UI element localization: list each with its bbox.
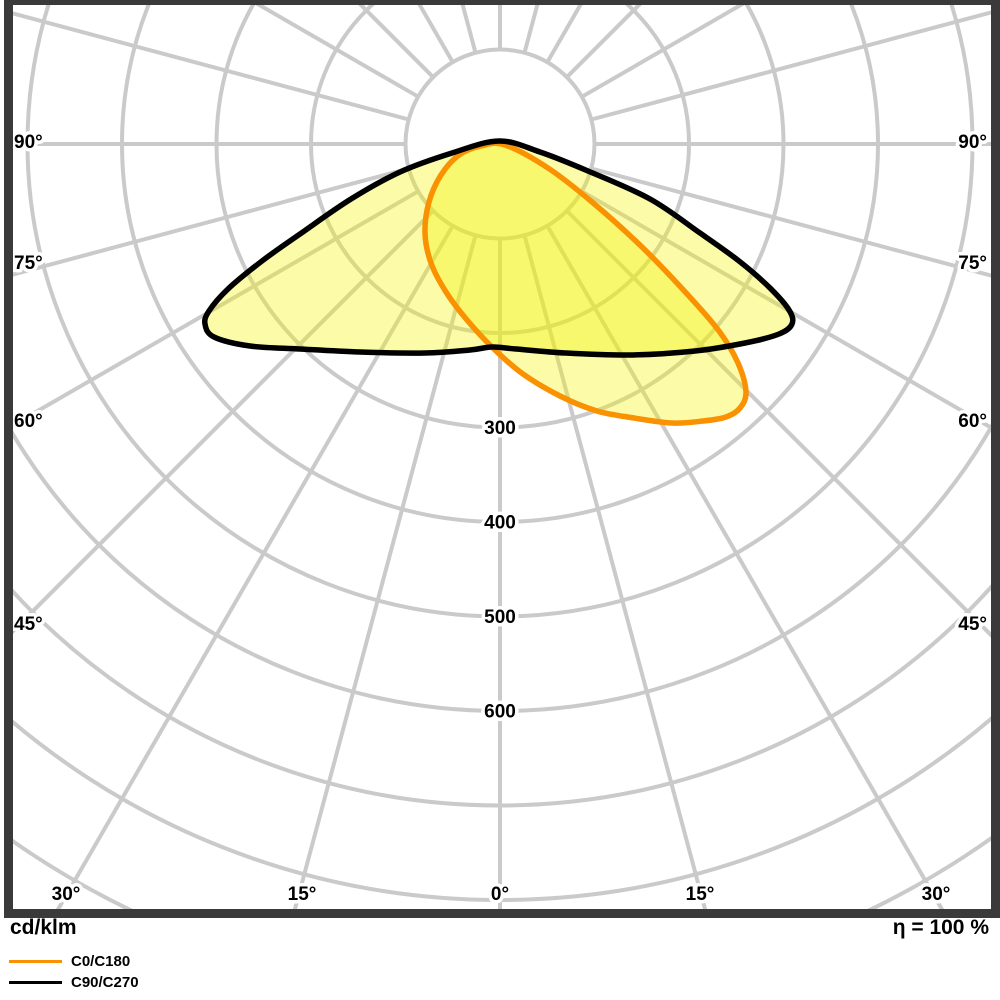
- legend-label-c0-c180: C0/C180: [71, 953, 131, 970]
- legend-item-c0-c180: C0/C180: [9, 953, 139, 970]
- gamma-angle-label-bottom: 30°: [922, 884, 951, 905]
- grid-spoke-165deg: [522, 5, 540, 54]
- grid-spoke-30deg: [545, 224, 945, 910]
- curve-c0-c180: [422, 140, 749, 426]
- grid-spoke-15deg: [522, 234, 708, 910]
- gamma-angle-label-left: 45°: [14, 614, 43, 635]
- gamma-angle-label-bottom: 15°: [686, 884, 715, 905]
- gamma-angle-label-bottom: 0°: [491, 884, 509, 905]
- lobe-fill-c90-c270: [204, 140, 793, 356]
- legend-label-c90-c270: C90/C270: [71, 974, 139, 991]
- grid-spoke-135deg: [565, 5, 642, 79]
- efficiency-label: η = 100 %: [892, 916, 989, 939]
- gamma-angle-label-left: 90°: [14, 132, 43, 153]
- intensity-ring-label-300: 300: [484, 418, 516, 439]
- grid-spoke-120deg: [580, 5, 745, 99]
- legend: C0/C180 C90/C270: [9, 953, 139, 995]
- axis-labels: 90° 75° 60° 45° 90° 75° 60° 45° 30° 15° 0° 15° 30° 30…: [11, 129, 991, 909]
- grid-spoke-255deg: [13, 11, 410, 122]
- grid-spoke-240deg: [255, 5, 420, 99]
- grid-spoke-45deg: [565, 209, 991, 638]
- units-label: cd/klm: [10, 916, 77, 939]
- grid-spoke-300deg: [13, 189, 420, 428]
- gamma-angle-label-right: 45°: [958, 614, 987, 635]
- gamma-angle-label-right: 60°: [958, 411, 987, 432]
- legend-line-swatch-black: [9, 981, 62, 984]
- grid-spoke-60deg: [580, 189, 991, 430]
- grid-spoke-330deg: [55, 224, 455, 910]
- gamma-angle-label-bottom: 15°: [288, 884, 317, 905]
- legend-item-c90-c270: C90/C270: [9, 974, 139, 991]
- gamma-angle-label-right: 75°: [958, 253, 987, 274]
- grid-spoke-315deg: [13, 209, 435, 634]
- grid-spoke-105deg: [590, 10, 991, 122]
- intensity-ring-label-400: 400: [484, 513, 516, 534]
- plot-frame: [4, 0, 1000, 918]
- intensity-ring-label-600: 600: [484, 702, 516, 723]
- gamma-angle-label-left: 60°: [14, 411, 43, 432]
- grid-spoke-75deg: [590, 166, 991, 278]
- gamma-angle-label-right: 90°: [958, 132, 987, 153]
- grid-spoke-345deg: [292, 234, 478, 910]
- legend-line-swatch-orange: [9, 960, 62, 963]
- gamma-angle-label-left: 75°: [14, 253, 43, 274]
- grid-spoke-195deg: [460, 5, 478, 54]
- grid-spoke-285deg: [13, 166, 410, 277]
- intensity-ring-label-500: 500: [484, 607, 516, 628]
- curve-c90-c270: [202, 138, 796, 358]
- gamma-angle-label-bottom: 30°: [52, 884, 81, 905]
